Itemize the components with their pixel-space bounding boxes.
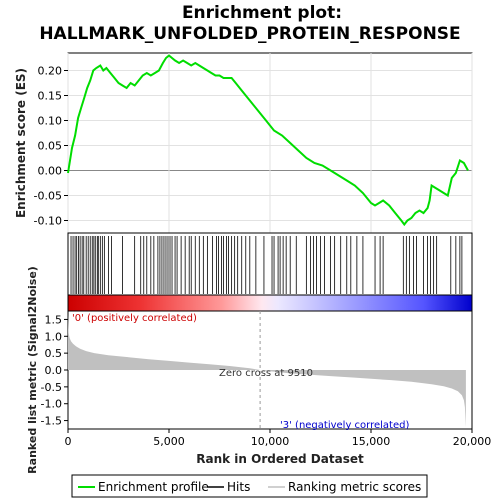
x-tick-label: 5,000 [153,435,185,448]
x-axis-label: Rank in Ordered Dataset [196,452,364,466]
x-tick-label: 10,000 [251,435,290,448]
rank-y-tick-label: 1.5 [45,313,63,326]
color-bar-gradient [67,294,473,312]
positive-correlation-label: '0' (positively correlated) [72,313,197,324]
es-y-ticks: -0.10 -0.05 0.00 0.05 0.10 0.15 0.20 [34,65,68,228]
x-tick-label: 0 [65,435,72,448]
es-y-axis-label: Enrichment score (ES) [14,68,28,218]
zero-cross-label: Zero cross at 9510 [219,368,313,379]
rank-y-ticks: -1.5 -1.0 -0.5 0.0 0.5 1.0 1.5 [41,313,68,428]
hits-panel-frame [67,232,473,296]
chart-title-line1: Enrichment plot: [182,3,342,23]
rank-y-tick-label: -0.5 [41,381,62,394]
legend-hits: Hits [227,480,250,494]
rank-y-tick-label: 1.0 [45,330,63,343]
es-grid [67,53,473,233]
es-y-tick-label: 0.00 [38,165,63,178]
ranking-metric-area [68,314,466,428]
es-y-tick-label: 0.15 [38,90,63,103]
rank-y-tick-label: -1.0 [41,398,62,411]
chart-title-line2: HALLMARK_UNFOLDED_PROTEIN_RESPONSE [39,24,460,44]
rank-y-tick-label: 0.5 [45,347,63,360]
rank-metric-panel: -1.5 -1.0 -0.5 0.0 0.5 1.0 1.5 Zero cross at 9… [26,266,473,474]
es-panel: -0.10 -0.05 0.00 0.05 0.10 0.15 0.20 Enrichmen… [14,52,473,234]
x-axis-ticks: 0 5,000 10,000 15,000 20,000 [65,429,492,448]
hit-marks [70,236,463,294]
legend: Enrichment profile Hits Ranking metric s… [71,474,428,498]
rank-y-tick-label: -1.5 [41,415,62,428]
es-y-tick-label: 0.05 [38,140,63,153]
enrichment-profile-line [67,54,469,227]
rank-y-axis-label: Ranked list metric (Signal2Noise) [26,266,39,474]
es-y-tick-label: -0.10 [34,215,62,228]
x-tick-label: 15,000 [352,435,391,448]
legend-frame [71,474,428,498]
legend-enrichment-profile: Enrichment profile [98,480,209,494]
x-tick-label: 20,000 [453,435,492,448]
negative-correlation-label: '3' (negatively correlated) [280,420,409,431]
legend-ranking-metric-scores: Ranking metric scores [288,480,421,494]
rank-y-tick-label: 0.0 [45,364,63,377]
rank-color-bar [67,294,473,312]
es-y-tick-label: 0.20 [38,65,63,78]
es-y-tick-label: 0.10 [38,115,63,128]
es-y-tick-label: -0.05 [34,190,62,203]
hits-panel [67,232,473,296]
